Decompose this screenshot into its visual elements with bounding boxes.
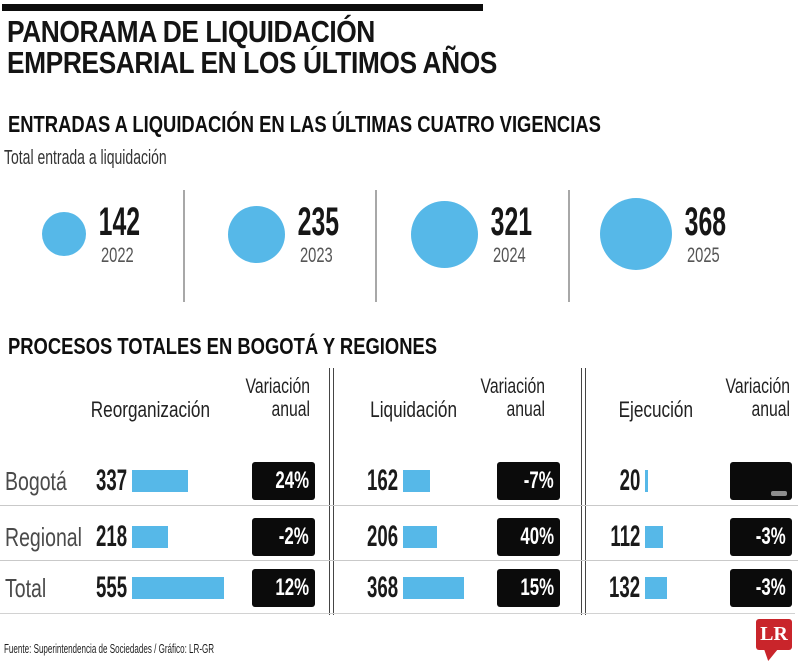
process-count: 218: [95, 520, 127, 553]
page-title-line2: EMPRESARIAL EN LOS ÚLTIMOS AÑOS: [7, 45, 497, 80]
row-separator-1: [0, 505, 798, 506]
year-divider-3: [568, 190, 570, 302]
process-count: 132: [608, 571, 640, 604]
value-bar: [132, 470, 188, 492]
section-entries-subtitle: Total entrada a liquidación: [4, 147, 167, 169]
page-title-line1: PANORAMA DE LIQUIDACIÓN: [7, 14, 375, 49]
value-bar: [132, 577, 224, 599]
process-count: 206: [366, 520, 398, 553]
year-group-2024: 321 2024: [411, 178, 540, 290]
column-header-variacion-1: Variación anual: [245, 375, 311, 421]
value-bar: [645, 470, 648, 492]
variation-badge: -7%: [497, 462, 560, 500]
column-header-variacion-2: Variación anual: [480, 375, 546, 421]
year-label-2024: 2024: [492, 243, 526, 267]
column-header-variacion-3: Variación anual: [725, 375, 791, 421]
process-count: 337: [95, 464, 127, 497]
cell-bogota-reorganizacion: 337 24%: [55, 459, 325, 503]
row-label-regional: Regional: [5, 522, 82, 552]
process-count: 162: [366, 464, 398, 497]
year-value-2022: 142: [98, 199, 141, 244]
variation-badge: 40%: [497, 518, 560, 556]
process-count: 555: [95, 571, 127, 604]
cell-bogota-liquidacion: 162 -7%: [330, 459, 575, 503]
process-count: 112: [609, 520, 640, 553]
row-separator-2: [0, 560, 798, 561]
value-bar: [645, 577, 667, 599]
section-entries-heading: ENTRADAS A LIQUIDACIÓN EN LAS ÚLTIMAS CU…: [8, 111, 601, 137]
value-bar: [403, 577, 464, 599]
row-label-bogota: Bogotá: [5, 466, 67, 496]
value-circle-2025: [600, 198, 672, 270]
value-bar: [645, 526, 663, 548]
variation-badge: 15%: [497, 569, 560, 607]
year-label-2025: 2025: [686, 243, 720, 267]
process-count: 368: [366, 571, 398, 604]
year-divider-2: [375, 190, 377, 302]
cell-total-reorganizacion: 555 12%: [55, 566, 325, 610]
variation-badge: -2%: [252, 518, 315, 556]
value-circle-2022: [42, 212, 86, 256]
variation-badge: 24%: [252, 462, 315, 500]
footer-source: Fuente: Superintendencia de Sociedades /…: [4, 641, 215, 656]
variation-badge: 12%: [252, 569, 315, 607]
year-group-2023: 235 2023: [228, 178, 347, 290]
year-group-2025: 368 2025: [600, 178, 734, 290]
no-data-dash: [771, 491, 787, 496]
process-count: 20: [619, 464, 640, 497]
year-value-2023: 235: [297, 199, 340, 244]
section-processes-heading: PROCESOS TOTALES EN BOGOTÁ Y REGIONES: [8, 333, 438, 359]
column-divider-1: [329, 368, 334, 615]
column-divider-2: [581, 368, 586, 615]
variation-badge: -3%: [730, 518, 792, 556]
table-bottom-rule: [0, 613, 795, 614]
title-top-rule: [2, 4, 483, 11]
value-circle-2023: [228, 205, 285, 263]
value-bar: [132, 526, 168, 548]
row-label-total: Total: [5, 573, 47, 603]
column-header-ejecucion: Ejecución: [618, 397, 693, 422]
value-bar: [403, 470, 430, 492]
year-value-2025: 368: [684, 199, 727, 244]
lr-logo-tail: [764, 649, 778, 661]
variation-badge-empty: [730, 462, 792, 500]
cell-regional-liquidacion: 206 40%: [330, 515, 575, 559]
column-header-reorganizacion: Reorganización: [90, 397, 210, 422]
value-circle-2024: [411, 200, 478, 268]
year-label-2022: 2022: [100, 243, 134, 267]
cell-total-liquidacion: 368 15%: [330, 566, 575, 610]
year-bubble-row: 142 2022 235 2023 321 2024 368 2025: [0, 178, 800, 290]
lr-logo: LR: [756, 619, 792, 662]
cell-regional-ejecucion: 112 -3%: [580, 515, 795, 559]
value-bar: [403, 526, 437, 548]
year-divider-1: [183, 190, 185, 302]
year-value-2024: 321: [490, 199, 533, 244]
page-title: PANORAMA DE LIQUIDACIÓN EMPRESARIAL EN L…: [7, 16, 583, 78]
cell-bogota-ejecucion: 20: [580, 459, 795, 503]
lr-logo-text: LR: [756, 619, 792, 650]
cell-total-ejecucion: 132 -3%: [580, 566, 795, 610]
year-group-2022: 142 2022: [42, 178, 148, 290]
column-header-liquidacion: Liquidación: [370, 397, 457, 422]
cell-regional-reorganizacion: 218 -2%: [55, 515, 325, 559]
year-label-2023: 2023: [299, 243, 333, 267]
variation-badge: -3%: [730, 569, 792, 607]
